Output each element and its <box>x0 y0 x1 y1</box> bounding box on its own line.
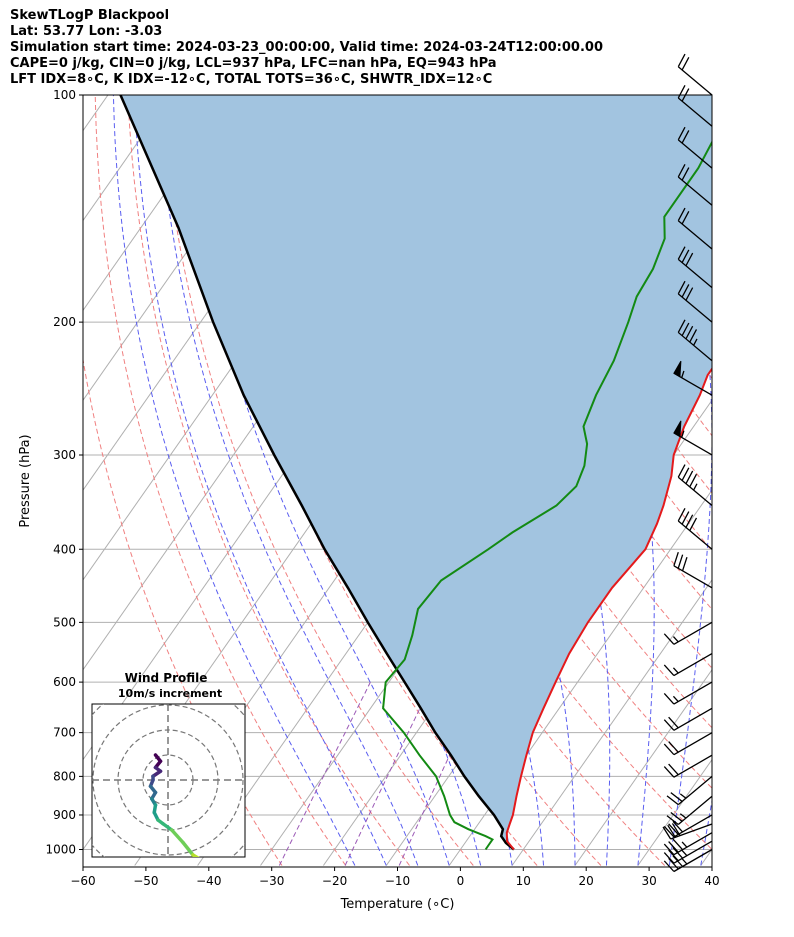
moist-adiabat-line <box>112 95 356 866</box>
x-tick-label: −20 <box>322 874 347 888</box>
y-tick-label: 500 <box>53 615 76 629</box>
y-tick-label: 700 <box>53 726 76 740</box>
x-tick-label: 0 <box>457 874 465 888</box>
wind-barb <box>663 653 713 677</box>
chart-title: SkewTLogP Blackpool <box>10 8 170 23</box>
x-tick-label: −30 <box>259 874 284 888</box>
wind-barb <box>677 53 713 96</box>
x-tick-label: 10 <box>516 874 531 888</box>
dry-adiabat-line <box>83 356 283 866</box>
dry-adiabat-line <box>747 95 794 866</box>
wind-barb <box>673 420 713 456</box>
y-tick-label: 800 <box>53 769 76 783</box>
isotherm-line <box>574 668 712 866</box>
hodograph-segment <box>181 840 195 857</box>
y-tick-label: 300 <box>53 448 76 462</box>
wind-barb <box>677 246 713 289</box>
x-tick-label: 20 <box>579 874 594 888</box>
wind-barb <box>677 319 713 362</box>
x-tick-label: −50 <box>133 874 158 888</box>
isotherm-line <box>511 579 712 866</box>
dewpoint-line <box>382 140 712 851</box>
inset-title: Wind Profile <box>125 671 208 685</box>
parcel-profile-line <box>119 95 515 851</box>
temperature-line <box>505 367 712 851</box>
dry-adiabat-line <box>714 95 794 866</box>
wind-barb <box>673 360 713 396</box>
hodograph-segment <box>161 822 174 832</box>
wind-barb <box>663 814 713 838</box>
dry-adiabat-line <box>779 95 794 866</box>
wind-barb <box>663 621 713 645</box>
cin-shaded-area <box>120 95 712 850</box>
y-tick-label: 600 <box>53 675 76 689</box>
wind-barb <box>666 775 713 806</box>
y-tick-label: 200 <box>53 315 76 329</box>
x-axis-label: Temperature (∘C) <box>340 897 455 912</box>
moist-adiabat-line <box>133 95 387 866</box>
isotherm-line <box>448 489 712 866</box>
wind-profile-inset: Wind Profile 10m/s increment <box>91 671 246 858</box>
cape-indices-line: CAPE=0 j/kg, CIN=0 j/kg, LCL=937 hPa, LF… <box>10 56 497 71</box>
wind-barb <box>677 280 713 323</box>
wind-barb <box>677 126 713 169</box>
mixing-ratio-line <box>344 681 434 866</box>
wind-barb <box>663 732 713 756</box>
y-tick-label: 900 <box>53 808 76 822</box>
location-line: Lat: 53.77 Lon: -3.03 <box>10 24 163 39</box>
wind-barb <box>663 754 713 778</box>
chart-header: SkewTLogP Blackpool Lat: 53.77 Lon: -3.0… <box>10 8 603 88</box>
isotherm-line <box>700 848 712 866</box>
hodograph-segment <box>170 828 185 845</box>
wind-barb <box>677 508 713 550</box>
stability-indices-line: LFT IDX=8∘C, K IDX=-12∘C, TOTAL TOTS=36∘… <box>10 72 493 87</box>
data-layer <box>119 95 712 851</box>
mixing-ratio-line <box>398 681 484 866</box>
hodograph-segment <box>191 853 200 857</box>
wind-barb <box>663 707 713 731</box>
moist-adiabat-line <box>700 797 712 866</box>
moist-adiabat-line <box>183 95 450 866</box>
wind-barb <box>663 832 713 856</box>
y-tick-label: 400 <box>53 542 76 556</box>
moist-adiabat-line <box>157 95 419 866</box>
y-axis-label: Pressure (hPa) <box>18 434 33 527</box>
axes: −60 −50 −40 −30 −20 −10 0 10 20 30 40 100 200 300 400 5… <box>18 88 720 912</box>
x-tick-label: 40 <box>704 874 719 888</box>
x-tick-label: 30 <box>641 874 656 888</box>
wind-barb <box>677 207 713 250</box>
x-tick-label: −10 <box>385 874 410 888</box>
inset-subtitle: 10m/s increment <box>118 687 222 700</box>
dry-adiabat-line <box>159 95 474 866</box>
x-tick-label: −40 <box>196 874 221 888</box>
y-tick-label: 100 <box>53 88 76 102</box>
wind-barb <box>666 795 713 826</box>
y-tick-label: 1000 <box>45 843 76 857</box>
x-tick-label: −60 <box>70 874 95 888</box>
isotherm-line <box>83 95 235 312</box>
wind-barb <box>677 164 713 206</box>
wind-barb <box>677 464 713 506</box>
mixing-ratio-line <box>278 681 371 866</box>
wind-barb <box>673 552 713 589</box>
wind-barb <box>663 681 713 705</box>
dry-adiabat-line <box>94 95 347 866</box>
simulation-time-line: Simulation start time: 2024-03-23_00:00:… <box>10 40 603 55</box>
wind-barbs <box>662 53 713 873</box>
